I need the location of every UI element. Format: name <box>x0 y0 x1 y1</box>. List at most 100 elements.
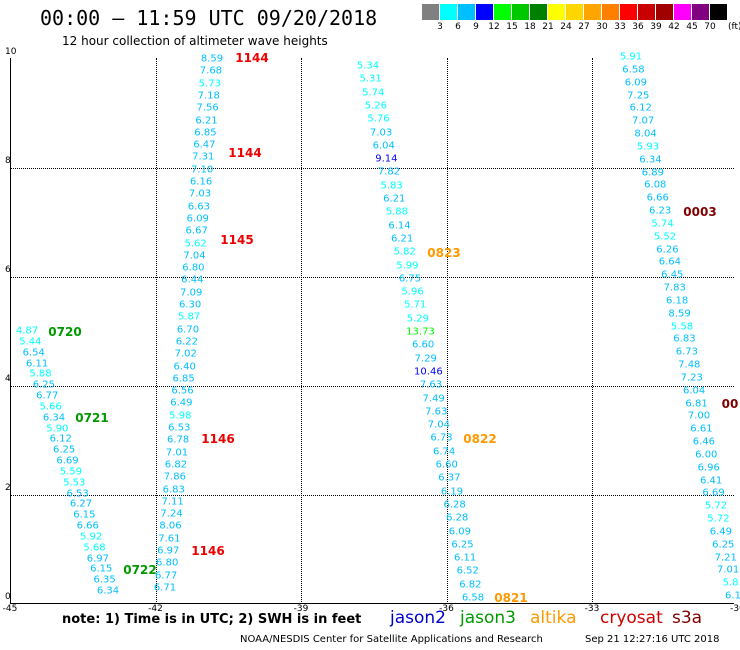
wave-height-value: 6.35 <box>93 574 116 586</box>
y-tick-label: 2 <box>5 483 11 493</box>
x-tick-label: -30 <box>730 604 740 614</box>
color-scale-label: 24 <box>560 22 572 32</box>
wave-height-value: 6.15 <box>90 563 113 575</box>
legend-cryosat: cryosat <box>600 608 663 628</box>
wave-height-value: 6.04 <box>372 140 395 152</box>
gridline-horizontal <box>10 386 734 387</box>
pass-time-label: 0722 <box>123 563 157 577</box>
wave-height-value: 6.52 <box>456 565 479 577</box>
wave-height-value: 6.16 <box>189 176 213 188</box>
wave-height-value: 7.63 <box>419 379 443 391</box>
footer-credit: NOAA/NESDIS Center for Satellite Applica… <box>240 634 543 645</box>
wave-height-value: 6.23 <box>649 205 672 217</box>
wave-height-value: 6.25 <box>32 379 56 391</box>
wave-height-value: 7.10 <box>191 164 214 176</box>
wave-height-value: 5.88 <box>385 206 409 218</box>
wave-height-value: 5.44 <box>19 336 42 348</box>
wave-height-value: 5.99 <box>396 260 419 271</box>
color-scale-unit: (ft) <box>728 22 740 32</box>
y-tick-label: 10 <box>5 47 17 57</box>
wave-height-value: 6.85 <box>172 373 195 385</box>
y-tick-label: 6 <box>5 265 11 275</box>
color-scale-label: 3 <box>437 22 443 32</box>
wave-height-value: 6.71 <box>153 582 177 594</box>
wave-height-value: 8.04 <box>634 128 657 140</box>
left-axis-line <box>10 58 11 604</box>
wave-height-value: 5.87 <box>177 311 201 323</box>
color-scale-swatch <box>710 4 728 20</box>
color-scale-label: 18 <box>524 22 536 32</box>
y-tick-label: 4 <box>5 374 11 384</box>
wave-height-value: 5.34 <box>356 60 380 72</box>
wave-height-value: 6.37 <box>438 472 461 484</box>
wave-height-value: 5.72 <box>704 500 728 512</box>
wave-height-value: 6.09 <box>624 77 647 89</box>
gridline-vertical <box>155 58 157 604</box>
note-text: note: 1) Time is in UTC; 2) SWH is in fe… <box>62 612 362 627</box>
wave-height-value: 5.90 <box>46 423 69 434</box>
wave-height-value: 5.96 <box>401 286 424 298</box>
wave-height-value: 7.25 <box>627 90 650 101</box>
wave-height-value: 7.86 <box>163 471 186 483</box>
wave-height-value: 7.11 <box>161 496 184 508</box>
wave-height-value: 6.56 <box>171 385 194 397</box>
wave-height-value: 6.1 <box>725 590 740 602</box>
wave-height-value: 5.76 <box>367 113 390 125</box>
gridline-horizontal <box>10 495 734 496</box>
wave-height-value: 5.29 <box>406 313 430 325</box>
color-scale-swatch <box>674 4 692 20</box>
color-scale-swatch <box>440 4 458 20</box>
wave-height-value: 6.18 <box>666 295 689 307</box>
legend-jason2: jason2 <box>390 608 446 628</box>
page-title: 00:00 – 11:59 UTC 09/20/2018 <box>40 6 378 30</box>
wave-height-value: 6.83 <box>673 333 696 345</box>
wave-height-value: 7.48 <box>678 359 701 371</box>
wave-height-value: 7.01 <box>717 564 740 576</box>
wave-height-value: 6.61 <box>690 423 713 435</box>
wave-height-value: 6.49 <box>709 526 732 538</box>
wave-height-value: 5.53 <box>63 477 86 489</box>
pass-time-label: 0822 <box>463 432 497 446</box>
wave-height-value: 6.64 <box>658 256 681 268</box>
pass-time-label: 1144 <box>228 146 262 160</box>
gridline-vertical <box>446 58 448 604</box>
wave-height-value: 7.82 <box>377 166 401 178</box>
wave-height-value: 6.67 <box>185 225 208 237</box>
wave-height-value: 5.74 <box>651 218 674 230</box>
wave-height-value: 5.82 <box>393 246 416 258</box>
wave-height-value: 6.82 <box>164 459 188 471</box>
page-subtitle: 12 hour collection of altimeter wave hei… <box>62 34 328 48</box>
wave-height-value: 7.61 <box>158 533 181 545</box>
color-scale-swatch <box>602 4 620 20</box>
pass-time-label: 00 <box>721 397 739 411</box>
wave-height-value: 7.18 <box>197 90 220 102</box>
wave-height-value: 5.68 <box>83 542 106 554</box>
wave-height-value: 6.69 <box>56 455 79 467</box>
wave-height-value: 6.11 <box>25 358 49 369</box>
wave-height-value: 6.83 <box>162 484 185 496</box>
wave-height-value: 6.30 <box>178 299 202 311</box>
color-scale-swatch <box>638 4 656 20</box>
color-scale-swatch <box>692 4 710 20</box>
wave-height-value: 6.77 <box>36 390 59 402</box>
wave-height-value: 6.25 <box>52 444 76 456</box>
wave-height-value: 7.63 <box>425 406 448 418</box>
color-scale-swatch <box>458 4 476 20</box>
color-scale-label: 36 <box>632 22 644 32</box>
color-scale-label: 21 <box>542 22 554 32</box>
wave-height-value: 6.54 <box>22 347 45 359</box>
wave-height-value: 6.25 <box>451 539 474 551</box>
wave-height-value: 6.82 <box>459 579 482 591</box>
wave-height-value: 6.73 <box>675 346 698 358</box>
color-scale-swatch <box>566 4 584 20</box>
pass-time-label: 1146 <box>201 432 235 446</box>
wave-height-value: 6.28 <box>446 512 469 524</box>
wave-height-value: 6.11 <box>453 552 477 564</box>
wave-height-value: 7.02 <box>174 348 197 360</box>
wave-height-value: 5.73 <box>198 78 221 90</box>
wave-height-value: 5.91 <box>619 51 643 63</box>
wave-height-value: 6.45 <box>661 269 684 281</box>
wave-height-value: 6.34 <box>42 412 66 424</box>
wave-height-value: 6.15 <box>73 509 96 521</box>
